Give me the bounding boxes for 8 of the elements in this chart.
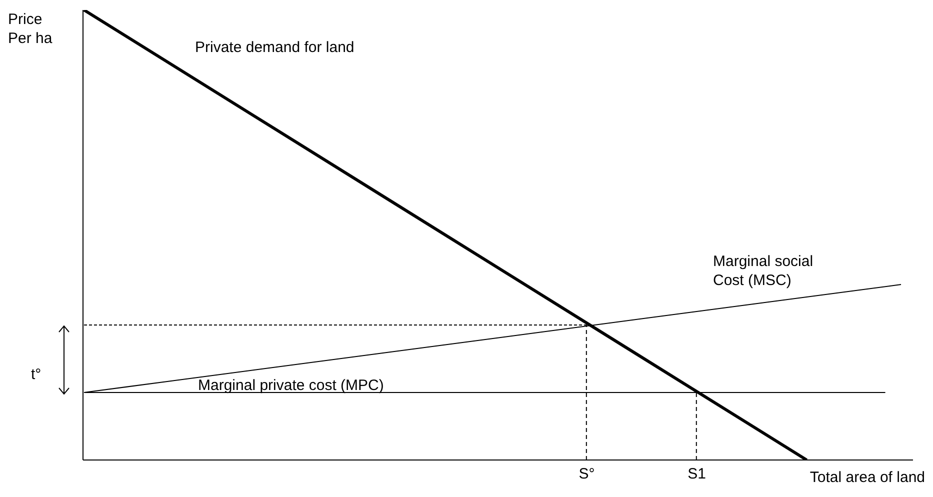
series-label: Marginal social Cost (MSC) [713, 252, 814, 290]
x-tick-label: S° [578, 466, 595, 483]
text: t° [31, 366, 42, 383]
x-tick-label: S1 [688, 466, 706, 483]
y-axis-title: Price Per ha [8, 10, 52, 48]
x-axis-title: Total area of land [810, 469, 925, 486]
series-label: Private demand for land [195, 38, 356, 57]
series-label: Marginal private cost (MPC) [198, 376, 385, 395]
